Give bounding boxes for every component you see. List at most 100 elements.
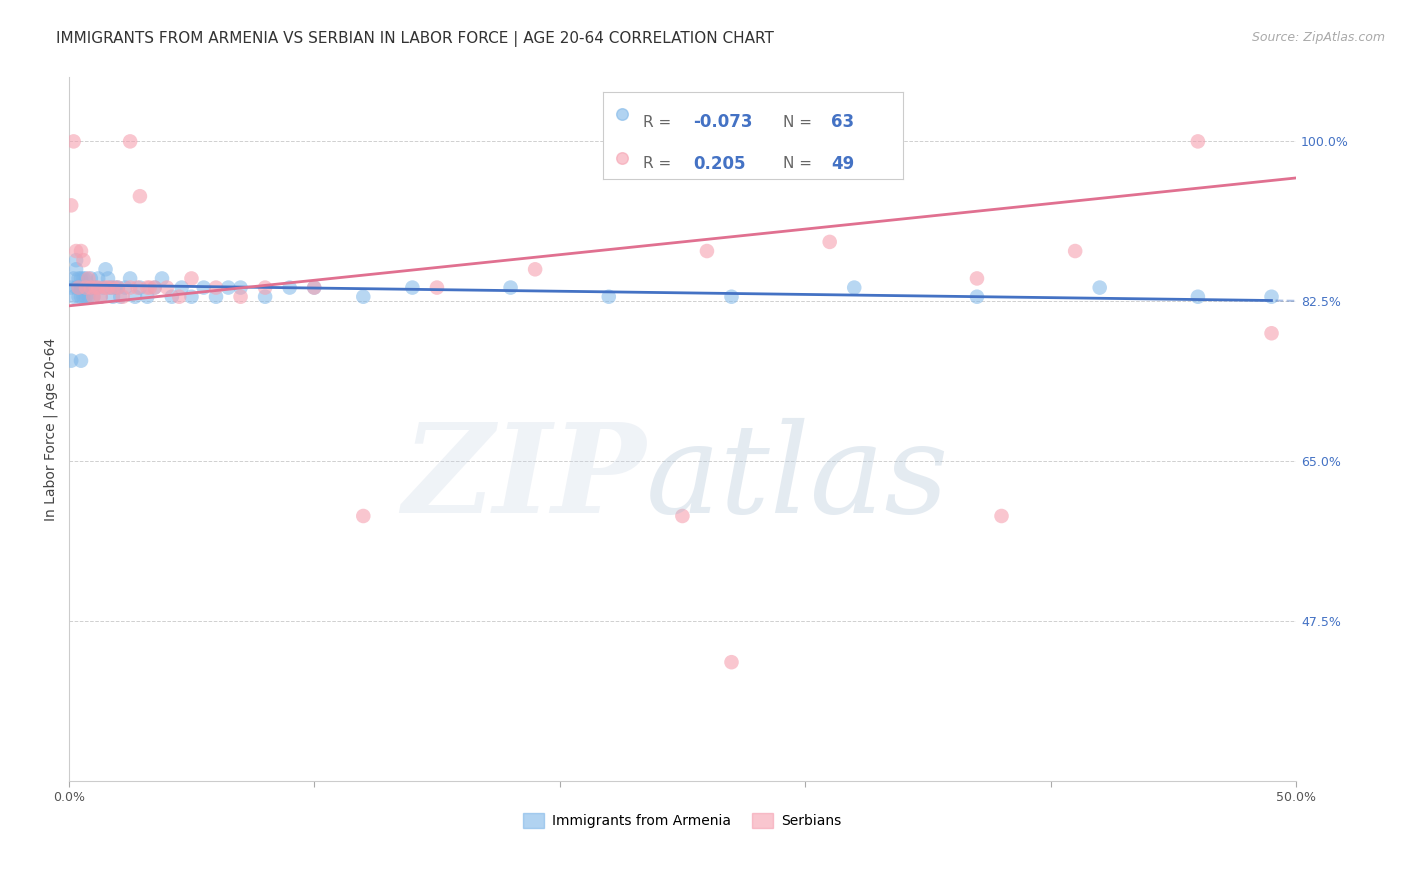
Point — [229, 290, 252, 304]
Point — [143, 280, 166, 294]
Point — [101, 290, 124, 304]
Point — [65, 244, 87, 258]
Point — [77, 271, 100, 285]
Point — [598, 290, 620, 304]
Point — [67, 271, 90, 285]
Y-axis label: In Labor Force | Age 20-64: In Labor Force | Age 20-64 — [44, 337, 58, 521]
Point — [150, 271, 173, 285]
Point — [87, 271, 110, 285]
Point — [966, 271, 988, 285]
Text: IMMIGRANTS FROM ARMENIA VS SERBIAN IN LABOR FORCE | AGE 20-64 CORRELATION CHART: IMMIGRANTS FROM ARMENIA VS SERBIAN IN LA… — [56, 31, 775, 47]
Point — [229, 280, 252, 294]
Point — [75, 280, 97, 294]
Point — [136, 280, 159, 294]
Point — [62, 290, 84, 304]
Point — [107, 280, 129, 294]
Point — [124, 290, 146, 304]
Text: Source: ZipAtlas.com: Source: ZipAtlas.com — [1251, 31, 1385, 45]
Point — [180, 290, 202, 304]
Point — [77, 290, 100, 304]
Point — [70, 290, 93, 304]
Point — [110, 290, 132, 304]
Point — [1260, 326, 1282, 341]
Point — [82, 290, 104, 304]
Point — [217, 280, 239, 294]
Point — [966, 290, 988, 304]
Point — [60, 280, 83, 294]
Point — [1088, 280, 1111, 294]
Point — [65, 262, 87, 277]
Point — [77, 280, 100, 294]
Point — [62, 271, 84, 285]
Point — [302, 280, 325, 294]
Point — [70, 280, 93, 294]
Point — [426, 280, 449, 294]
Point — [120, 271, 142, 285]
Point — [278, 280, 301, 294]
Point — [82, 280, 104, 294]
Point — [818, 235, 841, 249]
Point — [67, 280, 90, 294]
Point — [352, 508, 374, 523]
Point — [70, 271, 93, 285]
Point — [72, 253, 94, 268]
Point — [75, 290, 97, 304]
Point — [94, 280, 117, 294]
Point — [114, 280, 136, 294]
Point — [90, 290, 112, 304]
Point — [107, 280, 129, 294]
Point — [143, 280, 166, 294]
Point — [254, 290, 277, 304]
Point — [167, 290, 190, 304]
Point — [720, 290, 742, 304]
Point — [80, 280, 103, 294]
Point — [67, 280, 90, 294]
Point — [72, 271, 94, 285]
Point — [80, 271, 103, 285]
Point — [101, 280, 124, 294]
Point — [90, 290, 112, 304]
Point — [129, 280, 152, 294]
Point — [75, 280, 97, 294]
Point — [65, 280, 87, 294]
Point — [302, 280, 325, 294]
Point — [129, 189, 152, 203]
Point — [75, 271, 97, 285]
Point — [67, 290, 90, 304]
Point — [696, 244, 718, 258]
Point — [844, 280, 866, 294]
Text: ZIP: ZIP — [402, 417, 645, 539]
Point — [104, 280, 127, 294]
Point — [1187, 135, 1209, 149]
Point — [84, 280, 107, 294]
Point — [65, 253, 87, 268]
Point — [60, 198, 83, 212]
Point — [60, 353, 83, 368]
Point — [127, 280, 149, 294]
Point — [94, 262, 117, 277]
Point — [499, 280, 522, 294]
Point — [100, 280, 122, 294]
Point — [111, 290, 134, 304]
Point — [671, 508, 693, 523]
Point — [990, 508, 1012, 523]
Point — [91, 280, 114, 294]
Point — [180, 271, 202, 285]
Point — [82, 290, 104, 304]
Point — [524, 262, 547, 277]
Point — [254, 280, 277, 294]
Point — [136, 290, 159, 304]
Point — [205, 280, 228, 294]
Point — [70, 280, 93, 294]
Text: atlas: atlas — [645, 417, 949, 540]
Point — [1064, 244, 1087, 258]
Point — [120, 280, 142, 294]
Point — [70, 353, 93, 368]
Point — [401, 280, 423, 294]
Point — [138, 280, 160, 294]
Point — [87, 280, 110, 294]
Point — [160, 290, 183, 304]
Point — [170, 280, 193, 294]
Point — [72, 280, 94, 294]
Legend: Immigrants from Armenia, Serbians: Immigrants from Armenia, Serbians — [517, 808, 848, 834]
